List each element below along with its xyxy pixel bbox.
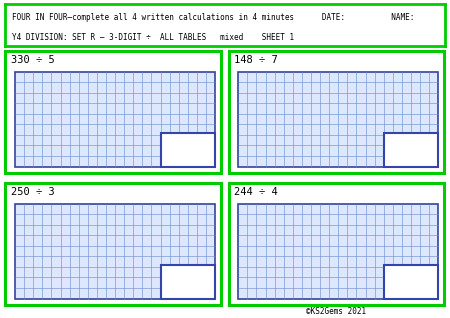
Bar <box>384 133 438 167</box>
Bar <box>161 265 215 299</box>
Text: 148 ÷ 7: 148 ÷ 7 <box>234 55 278 65</box>
Text: 250 ÷ 3: 250 ÷ 3 <box>11 187 54 197</box>
Text: Y4 DIVISION: SET R — 3-DIGIT ÷  ALL TABLES   mixed    SHEET 1: Y4 DIVISION: SET R — 3-DIGIT ÷ ALL TABLE… <box>12 33 294 42</box>
Text: FOUR IN FOUR—complete all 4 written calculations in 4 minutes      DATE:        : FOUR IN FOUR—complete all 4 written calc… <box>12 13 414 22</box>
Bar <box>238 72 438 167</box>
Text: ©KS2Gems 2021: ©KS2Gems 2021 <box>306 308 366 316</box>
Bar <box>384 265 438 299</box>
Bar <box>238 204 438 299</box>
Bar <box>15 72 215 167</box>
Text: 330 ÷ 5: 330 ÷ 5 <box>11 55 54 65</box>
Bar <box>161 133 215 167</box>
Bar <box>15 204 215 299</box>
Text: 244 ÷ 4: 244 ÷ 4 <box>234 187 278 197</box>
